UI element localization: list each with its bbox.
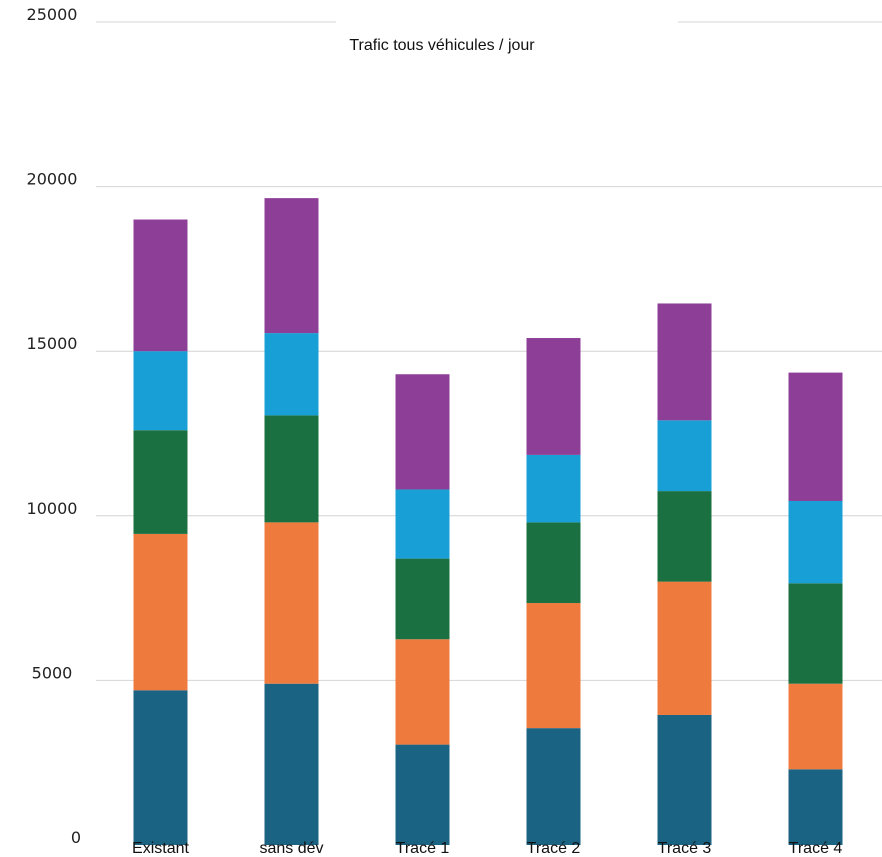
x-tick-label: Existant xyxy=(132,840,189,857)
bar-segment xyxy=(526,728,581,845)
bar-segment xyxy=(526,522,581,604)
bar-segment xyxy=(657,420,712,492)
bar-segment xyxy=(526,603,581,729)
y-tick-label: 0 xyxy=(71,828,81,847)
bar-segment xyxy=(133,430,188,534)
x-tick-label: Tracé 3 xyxy=(658,840,712,857)
bar-segment xyxy=(264,683,319,845)
x-tick-label: sans dév xyxy=(259,840,323,857)
bar-segment xyxy=(788,372,843,501)
y-axis-labels: 0 5000 10000 15000 20000 25000 xyxy=(27,5,82,847)
bar-segment xyxy=(788,583,843,684)
bar-segment xyxy=(657,491,712,582)
bar-segment xyxy=(657,581,712,715)
x-tick-label: Tracé 4 xyxy=(789,840,843,857)
y-tick-label: 20000 xyxy=(27,170,78,189)
y-tick-label: 5000 xyxy=(32,663,73,682)
bar-segment xyxy=(264,198,319,334)
bar-segment xyxy=(788,500,843,584)
bar-segment xyxy=(395,489,450,559)
bar-segment xyxy=(788,769,843,845)
bar-segment xyxy=(395,639,450,745)
bar-segment xyxy=(657,714,712,845)
y-tick-label: 15000 xyxy=(27,334,78,353)
bar-segment xyxy=(788,683,843,770)
bar-segment xyxy=(133,219,188,352)
bar-segment xyxy=(264,333,319,416)
x-tick-label: Tracé 2 xyxy=(527,840,581,857)
bars xyxy=(133,198,843,845)
bar-segment xyxy=(395,744,450,845)
x-tick-label: Tracé 1 xyxy=(396,840,450,857)
bar-segment xyxy=(264,522,319,684)
bar-segment xyxy=(264,415,319,523)
bar-segment xyxy=(526,454,581,523)
bar-segment xyxy=(133,533,188,691)
gridlines xyxy=(96,21,882,681)
bar-segment xyxy=(133,690,188,845)
x-axis-labels: Existant sans dév Tracé 1 Tracé 2 Tracé 3 Tra… xyxy=(132,840,842,857)
bar-segment xyxy=(133,351,188,431)
chart-title-background xyxy=(336,10,678,50)
y-tick-label: 25000 xyxy=(27,5,78,24)
y-tick-label: 10000 xyxy=(27,499,78,518)
bar-segment xyxy=(657,303,712,421)
chart-title: Trafic tous véhicules / jour xyxy=(349,37,535,54)
bar-segment xyxy=(395,374,450,490)
bar-segment xyxy=(526,338,581,455)
bar-segment xyxy=(395,558,450,640)
